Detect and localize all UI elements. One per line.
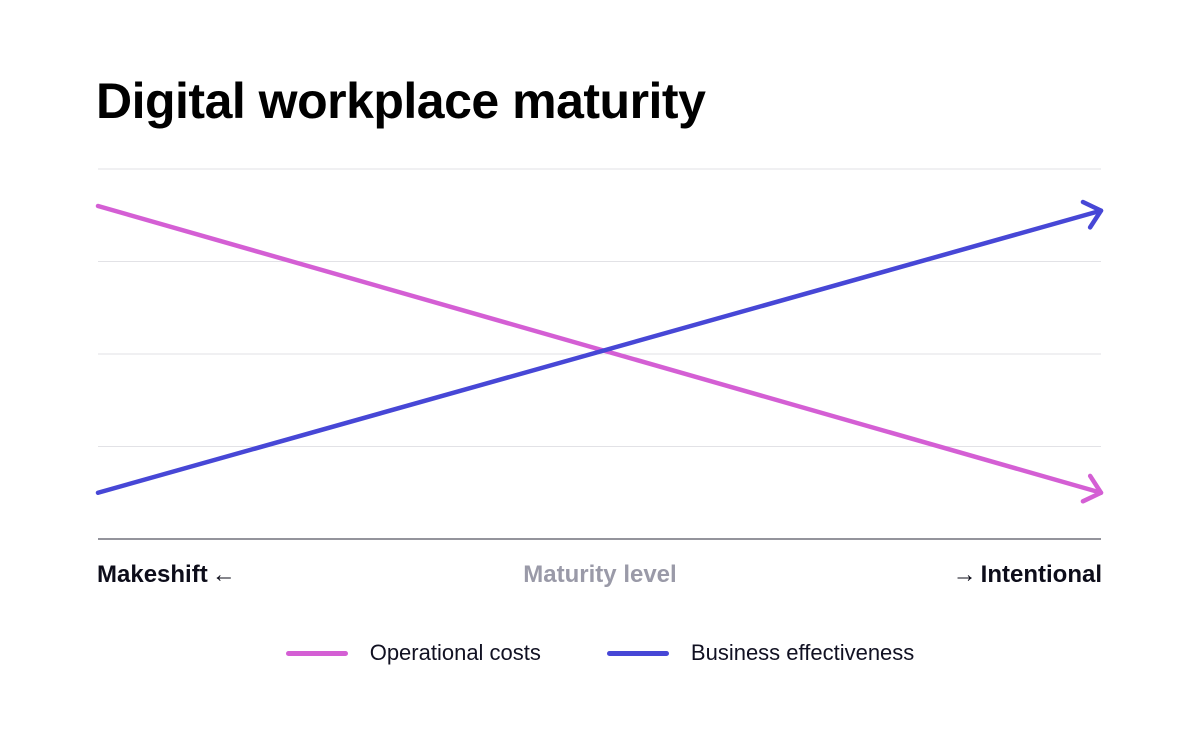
left-arrow-icon: ←: [211, 561, 236, 588]
series-line-business-effectiveness: [95, 208, 1104, 495]
chart-title: Digital workplace maturity: [96, 73, 706, 129]
legend-item-operational-costs: Operational costs: [285, 636, 541, 670]
legend-swatch-business-effectiveness: [606, 650, 669, 656]
makeshift-label: Makeshift: [97, 561, 208, 588]
intentional-label: Intentional: [980, 561, 1102, 588]
legend-item-business-effectiveness: Business effectiveness: [606, 636, 915, 670]
x-axis-start-label: Makeshift ←: [97, 558, 240, 592]
right-arrow-icon: →: [952, 561, 977, 588]
x-axis-title: Maturity level: [523, 561, 677, 588]
arrowhead-operational-costs: [1080, 473, 1104, 504]
x-axis-end-label: → Intentional: [949, 558, 1102, 592]
gridlines: [98, 168, 1101, 447]
legend-label-operational-costs: Operational costs: [369, 640, 541, 665]
series-lines: [95, 199, 1104, 504]
arrowhead-business-effectiveness: [1080, 199, 1104, 230]
legend: Operational costs Business effectiveness: [0, 636, 1200, 670]
legend-swatch-operational-costs: [285, 650, 348, 656]
legend-label-business-effectiveness: Business effectiveness: [690, 640, 915, 665]
